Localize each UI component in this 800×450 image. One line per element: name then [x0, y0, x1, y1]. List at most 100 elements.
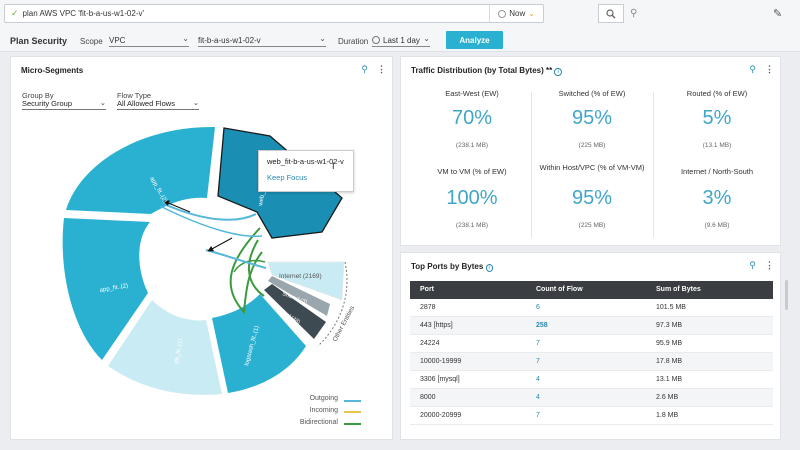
- port-cell: 24224: [420, 340, 440, 347]
- metric-sub: (225 MB): [578, 222, 606, 229]
- legend-label-outgoing: Outgoing: [309, 395, 338, 402]
- bytes-cell: 13.1 MB: [656, 376, 683, 383]
- segment-label-web: web_fit..: [258, 183, 268, 207]
- other-entities-arc: [317, 261, 348, 347]
- count-cell[interactable]: 7: [536, 340, 540, 347]
- search-button[interactable]: [598, 4, 624, 23]
- table-row[interactable]: 8000 4 2.6 MB: [410, 389, 773, 407]
- count-cell[interactable]: 4: [536, 376, 540, 383]
- traffic-distribution-panel: Traffic Distribution (by Total Bytes) **…: [400, 56, 781, 246]
- port-cell: 10000-19999: [420, 358, 462, 365]
- metric-value: 100%: [446, 187, 498, 209]
- pin-icon[interactable]: ⚲: [361, 64, 368, 74]
- metric-sub: (225 MB): [578, 142, 606, 149]
- bytes-cell: 95.9 MB: [656, 340, 683, 347]
- chevron-down-icon: ⌄: [192, 98, 199, 107]
- legend-line-incoming: [344, 411, 361, 413]
- flow-type-label: Flow Type: [117, 91, 152, 100]
- segment-logstash[interactable]: [212, 294, 306, 393]
- metric-label: Routed (% of EW): [686, 89, 748, 98]
- segment-shared[interactable]: [268, 276, 330, 316]
- table-row[interactable]: 10000-19999 7 17.8 MB: [410, 353, 773, 371]
- info-icon[interactable]: i: [554, 68, 562, 76]
- group-by-select[interactable]: Security Group ⌄: [22, 98, 106, 110]
- analyze-button[interactable]: Analyze: [446, 31, 503, 49]
- metric-value: 5%: [702, 107, 732, 129]
- segment-internet[interactable]: [267, 261, 345, 301]
- panel-actions: ⚲ ⋮: [361, 64, 386, 75]
- table-row[interactable]: 24224 7 95.9 MB: [410, 335, 773, 353]
- flow-type-select[interactable]: All Allowed Flows ⌄: [117, 98, 199, 110]
- column-header-bytes[interactable]: Sum of Bytes: [656, 286, 701, 293]
- scrollbar[interactable]: [785, 280, 788, 310]
- bytes-cell: 2.6 MB: [656, 394, 679, 401]
- segment-label-internet: Internet (2169): [279, 273, 322, 280]
- chord-bidirectional: [247, 239, 265, 297]
- pin-icon[interactable]: ⚲: [749, 64, 756, 74]
- page-header: Plan Security Scope VPC ⌄ fit-b-a-us-w1-…: [0, 28, 800, 52]
- table-row[interactable]: 2878 6 101.5 MB: [410, 299, 773, 317]
- time-selector[interactable]: Now ⌄: [490, 9, 543, 18]
- metric-label: Within Host/VPC (% of VM-VM): [539, 163, 645, 172]
- legend-line-outgoing: [344, 400, 361, 402]
- clock-icon: [372, 36, 380, 44]
- metric-value: 3%: [702, 187, 732, 209]
- legend-label-incoming: Incoming: [309, 407, 338, 414]
- count-cell[interactable]: 6: [536, 304, 540, 311]
- metric-label: Switched (% of EW): [558, 89, 626, 98]
- divider: [653, 92, 654, 238]
- keep-focus-link[interactable]: Keep Focus: [267, 173, 308, 182]
- duration-select[interactable]: Last 1 day ⌄: [372, 33, 430, 47]
- pin-icon[interactable]: ⚲: [630, 8, 638, 19]
- segment-label-db: db_fit..(1): [174, 338, 184, 364]
- column-header-port[interactable]: Port: [420, 286, 434, 293]
- more-options-icon[interactable]: ⋮: [377, 64, 386, 74]
- segment-app-left[interactable]: [62, 218, 151, 360]
- count-cell[interactable]: 4: [536, 394, 540, 401]
- panel-actions: ⚲ ⋮: [749, 260, 774, 271]
- scope-value-select[interactable]: fit-b-a-us-w1-02-v ⌄: [198, 33, 326, 47]
- chevron-down-icon: ⌄: [528, 9, 535, 18]
- metric-vm-to-vm: VM to VM (% of EW) 100% (238.1 MB): [412, 167, 532, 229]
- search-query[interactable]: plan AWS VPC 'fit-b-a-us-w1-02-v': [22, 9, 145, 18]
- clock-icon: [498, 9, 507, 18]
- port-cell: 8000: [420, 394, 436, 401]
- segment-db[interactable]: [108, 300, 222, 395]
- edit-icon[interactable]: ✎: [773, 8, 783, 20]
- table-row[interactable]: 3306 [mysql] 4 13.1 MB: [410, 371, 773, 389]
- info-icon[interactable]: i: [485, 264, 493, 272]
- table-row[interactable]: 443 [https] 258 97.3 MB: [410, 317, 773, 335]
- chord-arrow: [207, 237, 233, 252]
- count-cell[interactable]: 7: [536, 412, 540, 419]
- scope-label: Scope: [80, 37, 103, 46]
- metric-sub: (9.6 MB): [704, 222, 730, 229]
- scope-type-select[interactable]: VPC ⌄: [109, 33, 189, 47]
- duration-value: Last 1 day: [383, 36, 420, 45]
- more-options-icon[interactable]: ⋮: [765, 64, 774, 74]
- column-header-count[interactable]: Count of Flow: [536, 286, 583, 293]
- pin-icon[interactable]: ⚲: [749, 260, 756, 270]
- segment-physical[interactable]: [264, 284, 326, 339]
- tooltip-segment-name: web_fit-b-a-us-w1-02-v: [267, 157, 344, 166]
- metric-label: Internet / North-South: [680, 167, 754, 176]
- bytes-cell: 101.5 MB: [656, 304, 686, 311]
- table-row[interactable]: 20000-20999 7 1.8 MB: [410, 407, 773, 425]
- segment-app-top[interactable]: [66, 126, 215, 214]
- ports-table-header: Port Count of Flow Sum of Bytes: [410, 281, 773, 299]
- bytes-cell: 17.8 MB: [656, 358, 683, 365]
- scope-value: fit-b-a-us-w1-02-v: [198, 36, 261, 45]
- chord-bidirectional: [229, 227, 263, 315]
- panel-actions: ⚲ ⋮: [749, 64, 774, 75]
- panel-title: Micro-Segments: [21, 66, 84, 75]
- chord-arrow: [163, 200, 191, 213]
- count-cell[interactable]: 7: [536, 358, 540, 365]
- count-cell[interactable]: 258: [536, 322, 548, 329]
- search-bar[interactable]: ✓ plan AWS VPC 'fit-b-a-us-w1-02-v' Now …: [4, 4, 544, 23]
- more-options-icon[interactable]: ⋮: [765, 260, 774, 270]
- search-icon: [606, 8, 616, 18]
- segment-label-other-entities: Other Entities: [332, 304, 357, 343]
- bytes-cell: 97.3 MB: [656, 322, 683, 329]
- panel-title: Top Ports by Bytes i: [411, 262, 493, 272]
- bytes-cell: 1.8 MB: [656, 412, 679, 419]
- segment-tooltip: web_fit-b-a-us-w1-02-v Keep Focus: [258, 150, 354, 192]
